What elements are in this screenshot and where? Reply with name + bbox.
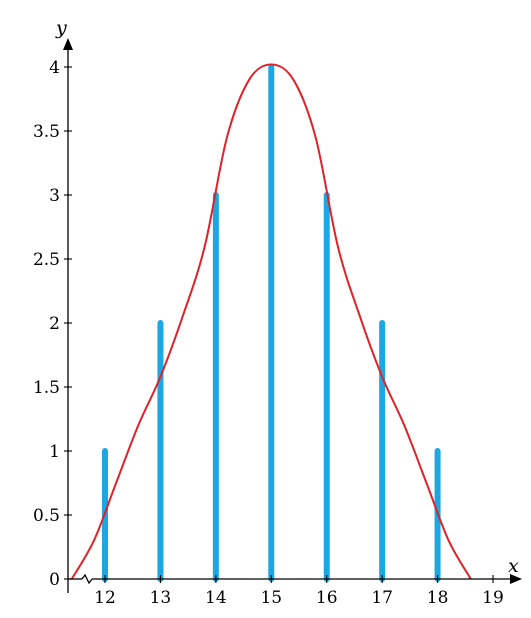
y-tick-label: 1.5 bbox=[33, 378, 60, 398]
x-tick-label: 17 bbox=[371, 588, 393, 608]
x-tick-label: 15 bbox=[260, 588, 282, 608]
x-tick-label: 13 bbox=[150, 588, 172, 608]
y-tick-label: 3 bbox=[49, 186, 60, 206]
x-tick-label: 18 bbox=[427, 588, 449, 608]
y-tick-label: 2 bbox=[49, 314, 60, 334]
y-tick-label: 1 bbox=[49, 442, 60, 462]
x-tick-label: 12 bbox=[94, 588, 116, 608]
y-tick-label: 4 bbox=[49, 58, 60, 78]
x-tick-label: 16 bbox=[316, 588, 338, 608]
x-axis-break bbox=[81, 573, 93, 585]
distribution-curve bbox=[70, 63, 472, 580]
y-axis-arrow bbox=[63, 38, 73, 50]
y-tick-label: 3.5 bbox=[33, 122, 60, 142]
x-axis-title: x bbox=[508, 555, 519, 577]
x-tick-label: 14 bbox=[205, 588, 227, 608]
y-tick-label: 0 bbox=[49, 570, 60, 590]
y-tick-label: 0.5 bbox=[33, 506, 60, 526]
y-tick-label: 2.5 bbox=[33, 250, 60, 270]
y-axis-title: y bbox=[55, 17, 67, 39]
plot-area: 0 0.5 1 1.5 2 2.5 3 3.5 4 12 13 14 15 16 17 18 19 bbox=[33, 38, 522, 608]
x-axis-arrow bbox=[510, 574, 522, 584]
x-tick-label: 19 bbox=[482, 588, 504, 608]
